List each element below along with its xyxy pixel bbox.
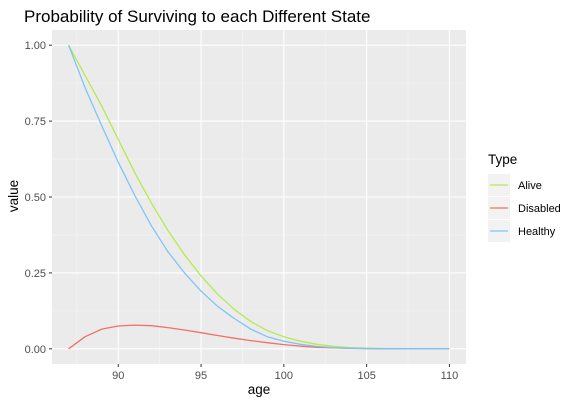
legend: Type Alive Disabled Healthy: [488, 152, 561, 242]
chart-title: Probability of Surviving to each Differe…: [24, 7, 370, 26]
x-axis-title: age: [248, 382, 271, 397]
legend-label: Healthy: [518, 226, 556, 238]
y-tick-label: 0.00: [25, 344, 46, 356]
x-tick-label: 90: [112, 370, 124, 382]
y-tick-label: 1.00: [25, 40, 46, 52]
y-axis-title: value: [6, 180, 21, 212]
y-tick-label: 0.75: [25, 116, 46, 128]
series-line-healthy: [67, 44, 450, 350]
x-tick-label: 95: [195, 370, 207, 382]
x-axis: 90 95 100 105 110: [112, 364, 458, 382]
x-tick-label: 110: [441, 370, 459, 382]
legend-title: Type: [488, 152, 517, 167]
x-tick-label: 100: [275, 370, 293, 382]
legend-label: Disabled: [518, 203, 561, 215]
series-lines: [67, 44, 450, 350]
legend-label: Alive: [518, 180, 542, 192]
y-tick-label: 0.25: [25, 268, 46, 280]
x-tick-label: 105: [357, 370, 375, 382]
grid: [52, 30, 466, 364]
y-tick-label: 0.50: [25, 192, 46, 204]
y-axis: 0.00 0.25 0.50 0.75 1.00: [25, 40, 52, 356]
